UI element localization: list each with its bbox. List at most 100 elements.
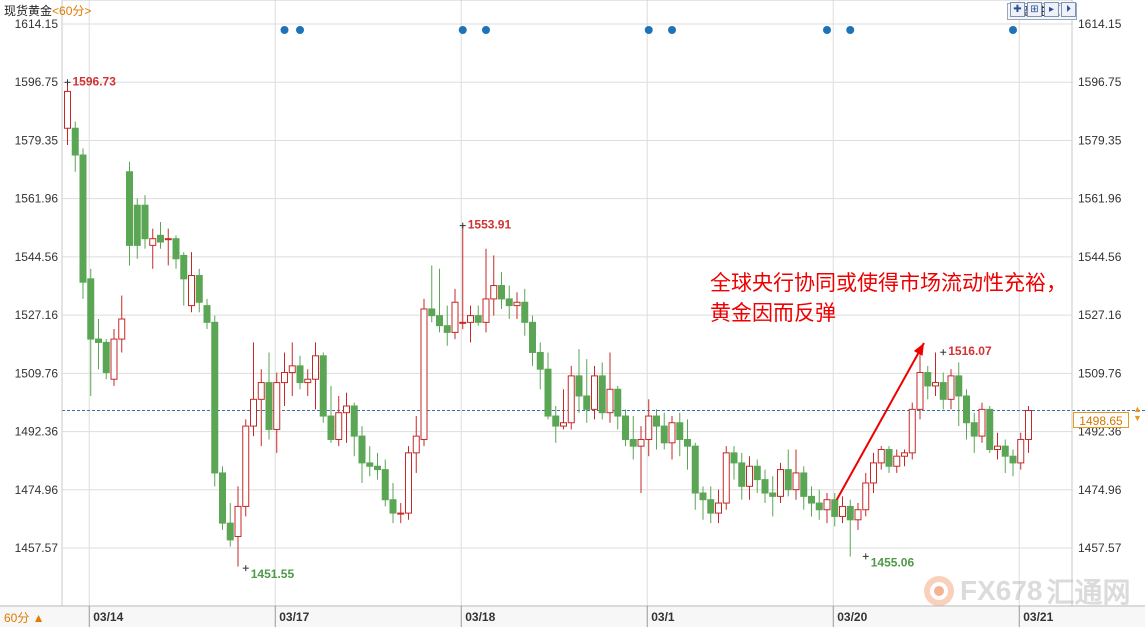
- candles: [64, 82, 1032, 567]
- arrow-head-icon: [913, 343, 924, 356]
- candle-body-up: [715, 502, 722, 514]
- event-marker-dot: [668, 26, 676, 34]
- event-marker-dot: [1009, 26, 1017, 34]
- high-price-label: 1553.91: [468, 218, 512, 232]
- candle-body-down: [428, 308, 436, 317]
- candle-body-down: [226, 522, 234, 541]
- candle-body-up: [281, 372, 288, 384]
- event-marker-dot: [296, 26, 304, 34]
- candle-body-down: [761, 479, 769, 494]
- x-tick-label: 03/1: [651, 610, 675, 624]
- candle: [924, 365, 932, 400]
- event-marker-dot: [458, 26, 467, 34]
- candle: [335, 395, 343, 447]
- candle: [901, 449, 908, 467]
- annotation-arrow: [835, 342, 925, 501]
- candle: [722, 446, 730, 510]
- y-tick-label-left: 1596.75: [15, 75, 59, 89]
- candle-body-down: [800, 472, 808, 497]
- candle: [668, 416, 676, 460]
- candle: [792, 449, 800, 500]
- candle: [110, 329, 118, 386]
- candle: [459, 225, 467, 330]
- candle-body-down: [474, 315, 482, 323]
- candle: [180, 252, 188, 306]
- candle: [1025, 406, 1032, 453]
- candle: [986, 406, 994, 453]
- period-switch[interactable]: 60分 ▲: [4, 611, 45, 625]
- candle: [265, 352, 273, 440]
- candle-body-up: [304, 378, 312, 384]
- candle: [769, 476, 777, 517]
- y-tick-label-right: 1509.76: [1078, 366, 1122, 380]
- candle-body-up: [823, 499, 831, 511]
- candle-body-down: [521, 301, 529, 323]
- candle: [164, 228, 172, 266]
- last-price-arrow-icon: ▲ ▼: [1133, 404, 1142, 423]
- candle-body-up: [746, 465, 753, 487]
- candle: [288, 342, 296, 396]
- candle: [653, 409, 660, 450]
- candle-body-down: [660, 425, 668, 444]
- candle-body-down: [614, 388, 622, 417]
- candle: [575, 349, 583, 413]
- candle-body-up: [877, 449, 885, 464]
- candle: [296, 355, 304, 390]
- candle-body-up: [312, 355, 319, 380]
- candle-body-down: [157, 234, 164, 243]
- candle-body-up: [288, 365, 296, 374]
- candle: [420, 298, 428, 447]
- scroll-end-icon[interactable]: ▸: [1044, 2, 1059, 17]
- candle: [854, 503, 862, 530]
- fit-range-icon[interactable]: ⊞: [1027, 2, 1042, 17]
- y-tick-label-left: 1474.96: [15, 483, 59, 497]
- candle-body-up: [335, 412, 343, 440]
- candle-body-down: [219, 472, 226, 524]
- candle-body-down: [79, 154, 87, 283]
- candle: [242, 419, 250, 517]
- candle-body-up: [257, 382, 265, 400]
- candle: [327, 385, 335, 443]
- candle: [397, 503, 405, 524]
- y-tick-label-right: 1474.96: [1078, 483, 1122, 497]
- y-tick-label-left: 1527.16: [15, 308, 59, 322]
- candle: [451, 288, 459, 340]
- candle-body-down: [172, 238, 180, 260]
- candle: [715, 489, 722, 524]
- candle: [831, 493, 839, 527]
- candle: [474, 305, 482, 326]
- candle: [730, 446, 738, 480]
- candle: [994, 432, 1001, 460]
- candle: [381, 459, 389, 507]
- candle: [482, 248, 490, 333]
- candle-body-down: [71, 127, 79, 156]
- candle-body-down: [327, 415, 335, 440]
- candle-body-down: [529, 321, 536, 353]
- candle: [505, 285, 513, 319]
- candle: [250, 342, 257, 437]
- candle-body-up: [947, 375, 955, 400]
- x-tick-label: 03/17: [279, 610, 309, 624]
- candle-body-up: [1025, 410, 1032, 440]
- watermark-text: FX678: [960, 575, 1043, 606]
- candle-body-down: [374, 465, 381, 471]
- fx678-logo-icon: [924, 576, 954, 606]
- y-tick-label-right: 1561.96: [1078, 192, 1122, 206]
- step-forward-icon[interactable]: ⏵: [1061, 2, 1076, 17]
- period-label: <60分>: [52, 4, 92, 18]
- y-tick-label-right: 1614.15: [1078, 17, 1122, 31]
- candle-body-up: [188, 274, 195, 307]
- instrument-title: 现货黄金<60分>: [4, 2, 91, 19]
- price-labels: 1596.73 1451.55 1553.91 1455.06 1516.07: [64, 74, 992, 581]
- annotation-line-1: 全球央行协同或使得市场流动性充裕，: [710, 271, 1067, 295]
- candle-body-down: [955, 375, 963, 397]
- candle-body-down: [358, 435, 366, 464]
- candle: [79, 148, 87, 299]
- candle-body-up: [567, 375, 575, 424]
- event-markers: [280, 26, 1017, 34]
- crosshair-icon[interactable]: ✚: [1010, 2, 1025, 17]
- candle-body-down: [730, 452, 738, 464]
- event-marker-dot: [280, 26, 289, 34]
- watermark-cn: 汇通网: [1046, 577, 1131, 608]
- candle-body-down: [133, 204, 141, 246]
